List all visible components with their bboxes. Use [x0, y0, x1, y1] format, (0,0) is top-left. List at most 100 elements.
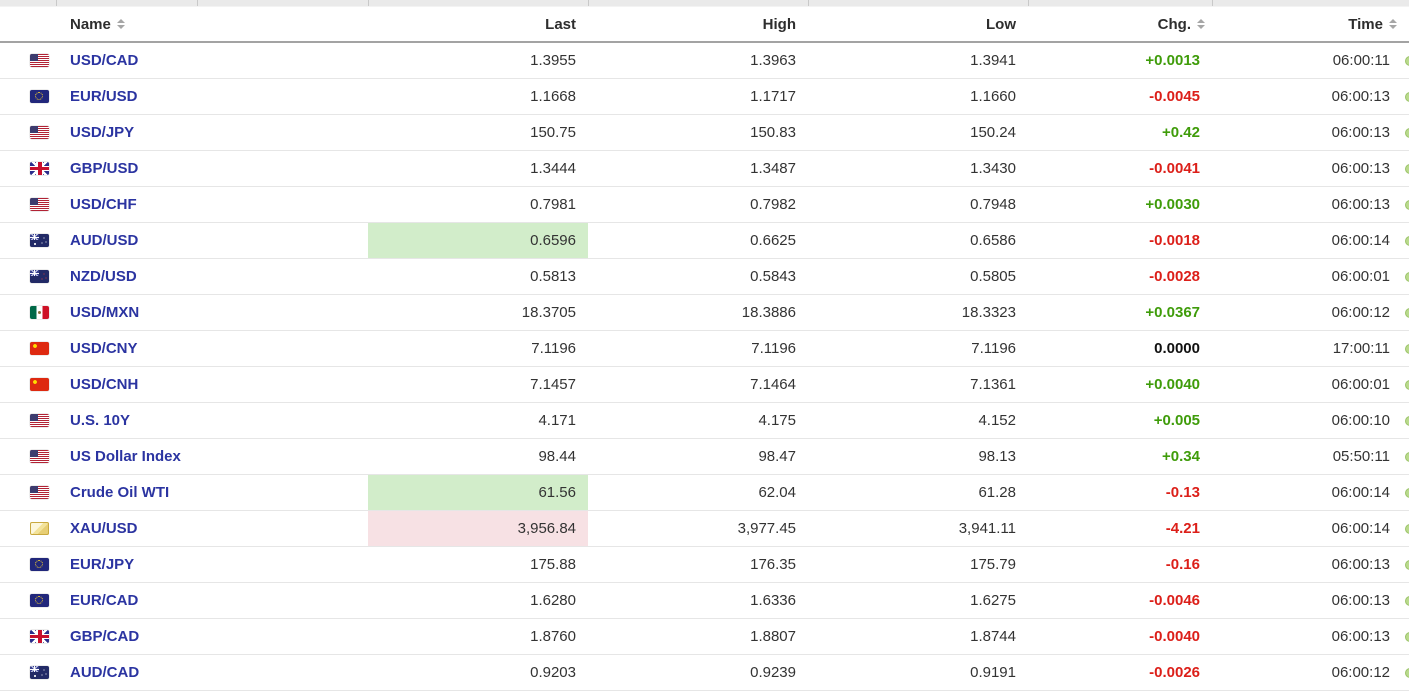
last-cell: 1.1668: [530, 88, 576, 105]
name-cell: EUR/JPY: [0, 547, 368, 582]
high-cell: 1.3487: [750, 160, 796, 177]
column-header-name[interactable]: Name: [0, 7, 368, 41]
clock-icon: [1405, 55, 1409, 66]
cn-flag-icon: [30, 342, 49, 355]
column-header-label: Time: [1348, 15, 1383, 33]
low-cell: 4.152: [978, 412, 1016, 429]
change-cell: +0.34: [1162, 448, 1200, 465]
table-row: USD/CNY 7.1196 7.1196 7.1196 0.0000 17:0…: [0, 331, 1409, 367]
time-cell: 06:00:13: [1212, 187, 1409, 222]
time-value: 06:00:14: [1331, 232, 1390, 249]
change-cell: +0.0013: [1145, 52, 1200, 69]
column-header-high[interactable]: High: [588, 7, 808, 41]
column-header-label: High: [762, 15, 796, 33]
table-row: Crude Oil WTI 61.56 62.04 61.28 -0.13 06…: [0, 475, 1409, 511]
high-cell: 150.83: [750, 124, 796, 141]
instrument-link[interactable]: EUR/JPY: [70, 556, 135, 573]
sort-arrows-icon[interactable]: [1197, 19, 1205, 29]
instrument-link[interactable]: US Dollar Index: [70, 448, 181, 465]
time-value: 06:00:14: [1331, 520, 1390, 537]
low-cell: 1.3430: [970, 160, 1016, 177]
last-cell: 18.3705: [521, 304, 576, 321]
clock-icon: [1405, 199, 1409, 210]
clock-icon: [1405, 91, 1409, 102]
high-cell: 3,977.45: [737, 520, 796, 537]
time-cell: 06:00:13: [1212, 547, 1409, 582]
eu-flag-icon: [30, 90, 49, 103]
name-cell: Crude Oil WTI: [0, 475, 368, 510]
column-header-label: Last: [545, 15, 576, 33]
instrument-link[interactable]: U.S. 10Y: [70, 412, 131, 429]
sort-arrows-icon[interactable]: [1389, 19, 1397, 29]
time-cell: 05:50:11: [1212, 439, 1409, 474]
eu-flag-icon: [30, 558, 49, 571]
instrument-link[interactable]: AUD/CAD: [70, 664, 140, 681]
name-cell: AUD/CAD: [0, 655, 368, 690]
instrument-link[interactable]: GBP/CAD: [70, 628, 140, 645]
clock-icon: [1405, 451, 1409, 462]
column-header-last[interactable]: Last: [368, 7, 588, 41]
table-row: GBP/USD 1.3444 1.3487 1.3430 -0.0041 06:…: [0, 151, 1409, 187]
table-row: U.S. 10Y 4.171 4.175 4.152 +0.005 06:00:…: [0, 403, 1409, 439]
nz-flag-icon: [30, 270, 49, 283]
time-cell: 06:00:14: [1212, 223, 1409, 258]
name-cell: USD/MXN: [0, 295, 368, 330]
gold-bar-icon: [30, 522, 49, 535]
instrument-link[interactable]: XAU/USD: [70, 520, 138, 537]
column-header-label: Low: [986, 15, 1016, 33]
clock-icon: [1405, 559, 1409, 570]
au-flag-icon: [30, 234, 49, 247]
change-cell: +0.0040: [1145, 376, 1200, 393]
us-flag-icon: [30, 54, 49, 67]
instrument-link[interactable]: USD/CNY: [70, 340, 138, 357]
cn-flag-icon: [30, 378, 49, 391]
name-cell: NZD/USD: [0, 259, 368, 294]
instrument-link[interactable]: USD/MXN: [70, 304, 140, 321]
time-cell: 06:00:01: [1212, 259, 1409, 294]
us-flag-icon: [30, 414, 49, 427]
clock-icon: [1405, 487, 1409, 498]
table-header-row: Name Last High Low Chg. Time: [0, 7, 1409, 43]
low-cell: 175.79: [970, 556, 1016, 573]
time-value: 06:00:14: [1331, 484, 1390, 501]
low-cell: 0.5805: [970, 268, 1016, 285]
sort-arrows-icon[interactable]: [116, 19, 125, 29]
high-cell: 98.47: [758, 448, 796, 465]
column-header-chg[interactable]: Chg.: [1028, 7, 1212, 41]
clock-icon: [1405, 631, 1409, 642]
high-cell: 1.3963: [750, 52, 796, 69]
clock-icon: [1405, 307, 1409, 318]
column-header-low[interactable]: Low: [808, 7, 1028, 41]
high-cell: 0.5843: [750, 268, 796, 285]
last-cell: 1.8760: [530, 628, 576, 645]
time-value: 06:00:13: [1331, 88, 1390, 105]
instrument-link[interactable]: USD/CHF: [70, 196, 137, 213]
table-row: US Dollar Index 98.44 98.47 98.13 +0.34 …: [0, 439, 1409, 475]
high-cell: 1.8807: [750, 628, 796, 645]
low-cell: 0.9191: [970, 664, 1016, 681]
time-cell: 06:00:13: [1212, 619, 1409, 654]
instrument-link[interactable]: NZD/USD: [70, 268, 137, 285]
column-header-time[interactable]: Time: [1212, 7, 1409, 41]
instrument-link[interactable]: EUR/USD: [70, 88, 138, 105]
change-cell: -0.0045: [1149, 88, 1200, 105]
instrument-link[interactable]: Crude Oil WTI: [70, 484, 170, 501]
instrument-link[interactable]: EUR/CAD: [70, 592, 139, 609]
change-cell: +0.0030: [1145, 196, 1200, 213]
instrument-link[interactable]: GBP/USD: [70, 160, 139, 177]
time-cell: 06:00:14: [1212, 511, 1409, 546]
time-cell: 06:00:01: [1212, 367, 1409, 402]
last-cell: 7.1457: [530, 376, 576, 393]
instrument-link[interactable]: AUD/USD: [70, 232, 139, 249]
instrument-link[interactable]: USD/CAD: [70, 52, 139, 69]
change-cell: -0.0040: [1149, 628, 1200, 645]
instrument-link[interactable]: USD/JPY: [70, 124, 135, 141]
high-cell: 62.04: [758, 484, 796, 501]
high-cell: 18.3886: [741, 304, 796, 321]
time-value: 06:00:12: [1331, 664, 1390, 681]
time-value: 06:00:13: [1331, 592, 1390, 609]
time-cell: 06:00:13: [1212, 151, 1409, 186]
instrument-link[interactable]: USD/CNH: [70, 376, 139, 393]
high-cell: 7.1464: [750, 376, 796, 393]
